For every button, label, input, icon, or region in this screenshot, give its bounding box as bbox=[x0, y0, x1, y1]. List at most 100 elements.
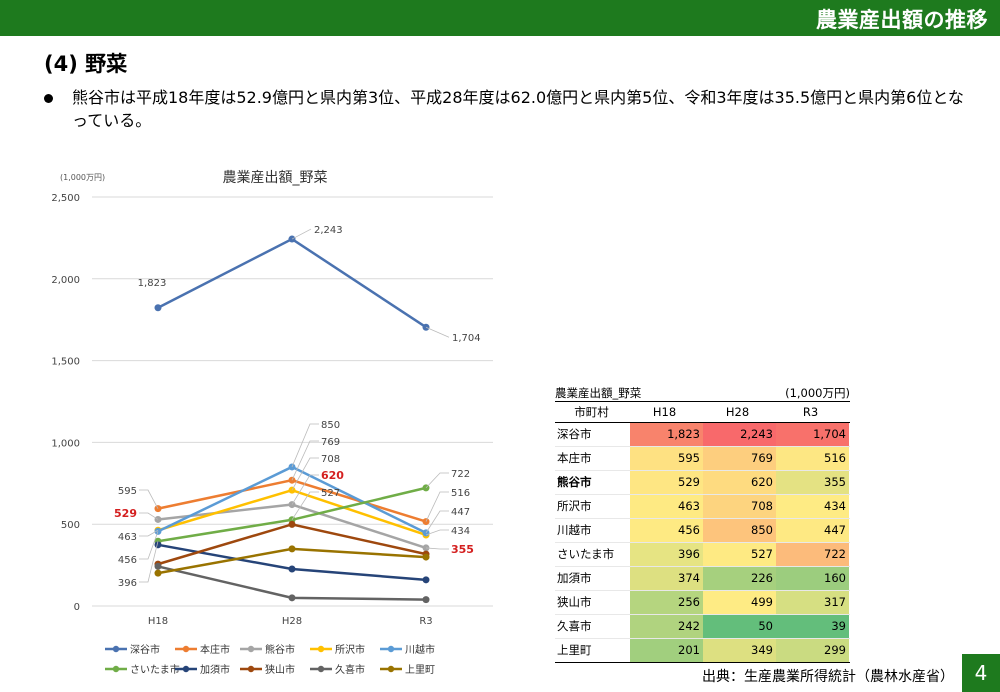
table-body: 深谷市 1,823 2,243 1,704 本庄市 595 769 516 熊谷市 529 620 3… bbox=[555, 423, 850, 663]
data-point bbox=[154, 569, 162, 577]
table-cell-value: 850 bbox=[703, 519, 776, 542]
table-unit: (1,000万円) bbox=[785, 386, 850, 400]
label-leader-line bbox=[139, 529, 159, 537]
label-leader-line bbox=[425, 472, 449, 489]
legend-label: 熊谷市 bbox=[265, 643, 295, 656]
legend-label: 上里町 bbox=[405, 664, 435, 676]
legend-marker-icon bbox=[182, 665, 190, 673]
table-cell-value: 516 bbox=[776, 447, 849, 470]
y-tick-label: 1,500 bbox=[51, 357, 80, 368]
table-cell-value: 396 bbox=[630, 543, 703, 566]
vegetable-output-line-chart: 農業産出額_野菜 (1,000万円) 0 500 1,000 1,500 2,000 2,50… bbox=[51, 170, 493, 676]
y-tick-label: 2,000 bbox=[51, 275, 80, 286]
legend-label: 狭山市 bbox=[265, 663, 295, 676]
table-cell-municipality: 上里町 bbox=[557, 643, 592, 657]
table-header-h28: H28 bbox=[725, 405, 750, 419]
label-leader-line bbox=[425, 326, 450, 338]
table-cell-value: 1,704 bbox=[776, 423, 849, 446]
table-cell-municipality: 狭山市 bbox=[557, 595, 592, 609]
data-label: 434 bbox=[451, 526, 470, 537]
table-row: 加須市 374 226 160 bbox=[555, 567, 850, 591]
table-cell-value: 39 bbox=[776, 615, 849, 638]
data-label: 527 bbox=[321, 488, 340, 499]
label-leader-line bbox=[291, 457, 319, 491]
table-cell-municipality: 熊谷市 bbox=[557, 475, 592, 489]
data-label: 2,243 bbox=[314, 225, 343, 236]
bullet-icon bbox=[44, 94, 53, 103]
label-leader-line bbox=[139, 489, 159, 509]
x-tick-label: H18 bbox=[148, 616, 168, 627]
label-leader-line bbox=[291, 423, 319, 468]
table-row: さいたま市 396 527 722 bbox=[555, 543, 850, 567]
table-cell-value: 529 bbox=[630, 471, 703, 494]
legend-label: 久喜市 bbox=[335, 663, 365, 676]
table-cell-value: 256 bbox=[630, 591, 703, 614]
section-title: (4) 野菜 bbox=[44, 52, 128, 76]
table-cell-value: 1,823 bbox=[630, 423, 703, 446]
legend-label: 深谷市 bbox=[130, 643, 160, 656]
table-cell-value: 374 bbox=[630, 567, 703, 590]
table-cell-value: 447 bbox=[776, 519, 849, 542]
page-title: 農業産出額の推移 bbox=[816, 8, 988, 32]
data-label: 355 bbox=[451, 543, 474, 556]
legend-label: 本庄市 bbox=[200, 643, 230, 656]
table-cell-value: 456 bbox=[630, 519, 703, 542]
table-cell-value: 299 bbox=[776, 639, 849, 662]
label-leader-line bbox=[291, 491, 319, 521]
table-cell-municipality: 深谷市 bbox=[557, 427, 592, 441]
table-caption-row: 農業産出額_野菜 (1,000万円) bbox=[555, 385, 850, 401]
legend-label: 加須市 bbox=[200, 663, 230, 676]
label-leader-line bbox=[291, 440, 319, 481]
label-leader-line bbox=[291, 474, 319, 505]
table-cell-municipality: 本庄市 bbox=[557, 451, 592, 465]
table-row: 狭山市 256 499 317 bbox=[555, 591, 850, 615]
legend-marker-icon bbox=[387, 665, 395, 673]
table-header-municipality: 市町村 bbox=[574, 405, 609, 419]
table-cell-value: 769 bbox=[703, 447, 776, 470]
legend-marker-icon bbox=[112, 645, 120, 653]
table-cell-municipality: 加須市 bbox=[557, 571, 592, 585]
data-point bbox=[154, 541, 162, 549]
table-cell-value: 226 bbox=[703, 567, 776, 590]
legend-marker-icon bbox=[112, 665, 120, 673]
series-line bbox=[157, 523, 427, 566]
table-cell-value: 595 bbox=[630, 447, 703, 470]
table-row: 本庄市 595 769 516 bbox=[555, 447, 850, 471]
legend-marker-icon bbox=[247, 645, 255, 653]
legend-label: 川越市 bbox=[405, 643, 435, 656]
legend-marker-icon bbox=[182, 645, 190, 653]
data-label: 529 bbox=[114, 507, 137, 520]
x-tick-label: H28 bbox=[282, 616, 302, 627]
y-tick-label: 1,000 bbox=[51, 438, 80, 449]
table-cell-value: 620 bbox=[703, 471, 776, 494]
label-leader-line bbox=[425, 510, 449, 534]
data-label: 463 bbox=[118, 532, 137, 543]
data-label: 708 bbox=[321, 454, 340, 465]
table-row: 所沢市 463 708 434 bbox=[555, 495, 850, 519]
label-leader-line bbox=[425, 547, 449, 550]
table-cell-value: 527 bbox=[703, 543, 776, 566]
data-point bbox=[422, 576, 430, 584]
data-label: 396 bbox=[118, 578, 137, 589]
chart-title: 農業産出額_野菜 bbox=[223, 170, 328, 186]
table-cell-municipality: 川越市 bbox=[557, 523, 592, 537]
label-leader-line bbox=[139, 512, 159, 520]
header-bar: 農業産出額の推移 bbox=[0, 0, 1000, 36]
table-row: 久喜市 242 50 39 bbox=[555, 615, 850, 639]
table-cell-municipality: さいたま市 bbox=[557, 547, 615, 561]
table-cell-value: 463 bbox=[630, 495, 703, 518]
table-cell-value: 50 bbox=[703, 615, 776, 638]
data-point bbox=[288, 545, 296, 553]
label-leader-line bbox=[291, 228, 312, 240]
data-point bbox=[288, 520, 296, 528]
table-row: 熊谷市 529 620 355 bbox=[555, 471, 850, 495]
table-cell-municipality: 所沢市 bbox=[557, 499, 592, 513]
data-point bbox=[288, 594, 296, 602]
table-cell-value: 2,243 bbox=[703, 423, 776, 446]
y-tick-label: 500 bbox=[61, 520, 80, 531]
y-tick-label: 0 bbox=[74, 602, 80, 613]
table-cell-value: 242 bbox=[630, 615, 703, 638]
legend-label: さいたま市 bbox=[130, 663, 180, 676]
table-cell-value: 708 bbox=[703, 495, 776, 518]
legend-marker-icon bbox=[317, 645, 325, 653]
